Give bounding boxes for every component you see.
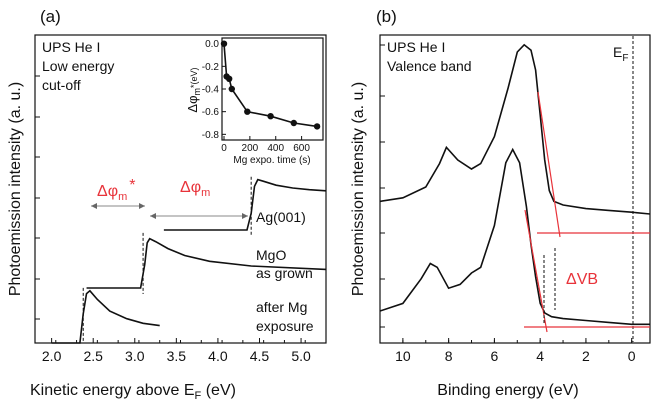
inset-y-axis-label: Δφm*(eV): [185, 67, 202, 112]
panel-b-y-axis-label: Photoemission intensity (a. u.): [350, 82, 367, 296]
fermi-level-label-sub: F: [622, 53, 628, 64]
panel-b-x-axis-label: Binding energy (eV): [437, 382, 578, 399]
panel-a-label: (a): [40, 7, 61, 26]
panel-a-x-axis-label: Kinetic energy above EF (eV): [30, 382, 236, 402]
panel-a-x-tick-label: 4.5: [250, 348, 270, 364]
inset-y-axis-label-main: Δφ: [185, 95, 200, 112]
series-label-mgo-line1: MgO: [256, 247, 286, 263]
inset-ticks: 0 200 400 600 0.0 -0.2 -0.4 -0.6 -0.8: [202, 39, 311, 154]
panel-b-x-tick-label: 6: [491, 348, 499, 364]
delta-phi-star-label: Δφm*: [97, 177, 135, 203]
delta-phi-label: Δφm: [180, 179, 210, 199]
panel-b-x-tick-label: 8: [445, 348, 453, 364]
panel-a-x-tick-label: 3.5: [167, 348, 187, 364]
delta-phi-star-arrowhead-right: [139, 203, 145, 209]
inset-data-point: [290, 119, 297, 127]
panel-a-spectrum-0: [163, 178, 327, 231]
vb-edge-extrapolations: [524, 91, 650, 333]
fermi-level-label-main: E: [613, 44, 622, 60]
delta-phi-arrowhead-right: [242, 213, 248, 219]
series-label-mgo-line2: as grown: [256, 265, 313, 281]
delta-phi-main: Δφ: [180, 179, 201, 196]
delta-phi-star-star: *: [129, 177, 135, 194]
series-label-after-mg-line1: after Mg: [256, 299, 307, 315]
panel-a-x-axis-label-unit: (eV): [201, 382, 236, 399]
inset-x-tick-label: 400: [267, 143, 284, 154]
panel-a-curves: [51, 176, 327, 344]
inset-data-point: [228, 85, 235, 93]
inset-data-point: [244, 108, 251, 115]
inset-x-tick-label: 200: [242, 143, 259, 154]
panel-b-spectrum-lower: [379, 147, 650, 326]
delta-phi-sub: m: [201, 187, 210, 199]
panel-b-x-tick-label: 2: [582, 348, 590, 364]
inset-x-tick-label: 0: [221, 143, 227, 154]
panel-a-x-axis-label-main: Kinetic energy above E: [30, 382, 195, 399]
panel-a-x-tick-label: 2.5: [83, 348, 103, 364]
delta-phi-arrowhead-left: [150, 213, 156, 219]
delta-phi-arrows: [91, 203, 248, 219]
panel-b-y-ticks: [380, 44, 385, 328]
panel-b-curves: [379, 43, 651, 326]
lower-edge-line: [524, 209, 548, 333]
inset-y-tick-label: -0.8: [202, 130, 220, 141]
inset-y-tick-label: -0.2: [202, 62, 220, 73]
fermi-level-label: EF: [613, 44, 628, 64]
panel-b-annotation-line1: UPS He I: [387, 39, 445, 55]
panel-a-spectrum-2: [51, 289, 160, 344]
panel-b-annotation-line2: Valence band: [387, 58, 472, 74]
panel-a-x-tick-label: 5.0: [291, 348, 311, 364]
delta-phi-star-main: Δφ: [97, 183, 118, 200]
inset-y-tick-label: 0.0: [205, 39, 219, 50]
delta-phi-star-sub: m: [118, 191, 127, 203]
inset-y-axis-label-sub: m: [192, 88, 202, 96]
panel-b-x-tick-label: 4: [536, 348, 544, 364]
panel-a-annotation-line2: Low energy: [42, 58, 114, 74]
delta-phi-star-arrowhead-left: [91, 203, 97, 209]
panel-a: (a) 2.0 2.5 3.0 3.5 4.0 4.5 5.0 Photoemission …: [7, 7, 327, 402]
panel-a-x-tick-label: 4.0: [208, 348, 228, 364]
inset-data: [220, 40, 321, 130]
inset-y-tick-label: -0.4: [202, 85, 220, 96]
series-label-ag001: Ag(001): [256, 209, 306, 225]
panel-a-y-axis-label: Photoemission intensity (a. u.): [7, 82, 24, 296]
panel-b-x-tick-label: 10: [395, 348, 411, 364]
panel-b: (b) 10 8 6 4 2 0 Photoemission intensity (a. …: [350, 7, 651, 399]
inset-y-tick-label: -0.6: [202, 107, 220, 118]
inset-data-point: [226, 75, 233, 83]
panel-a-annotation-line1: UPS He I: [42, 39, 100, 55]
panel-b-frame: [379, 34, 651, 344]
panel-a-x-ticks: 2.0 2.5 3.0 3.5 4.0 4.5 5.0: [34, 338, 327, 364]
panel-a-x-tick-label: 2.0: [42, 348, 62, 364]
inset-data-point: [220, 40, 228, 47]
series-label-after-mg-line2: exposure: [256, 318, 314, 334]
inset-data-point: [313, 123, 321, 130]
panel-b-x-ticks: 10 8 6 4 2 0: [379, 338, 636, 364]
inset-x-tick-label: 600: [293, 143, 310, 154]
delta-vb-label: ΔVB: [566, 271, 598, 288]
panel-a-x-axis-label-sub: F: [195, 390, 202, 402]
panel-a-annotation-line3: cut-off: [42, 77, 81, 93]
inset-data-point: [267, 113, 274, 120]
inset: 0 200 400 600 0.0 -0.2 -0.4 -0.6 -0.8 Mg expo. t…: [185, 37, 324, 166]
inset-x-axis-label: Mg expo. time (s): [233, 155, 310, 166]
inset-y-axis-label-unit: *(eV): [189, 67, 199, 88]
panel-a-x-tick-label: 3.0: [125, 348, 145, 364]
upper-edge-line: [537, 91, 561, 238]
panel-b-x-tick-label: 0: [628, 348, 636, 364]
panel-b-label: (b): [376, 7, 397, 26]
panel-a-spectrum-1: [86, 237, 327, 289]
panel-b-spectrum-upper: [379, 43, 651, 215]
panel-a-y-ticks: [35, 75, 40, 320]
